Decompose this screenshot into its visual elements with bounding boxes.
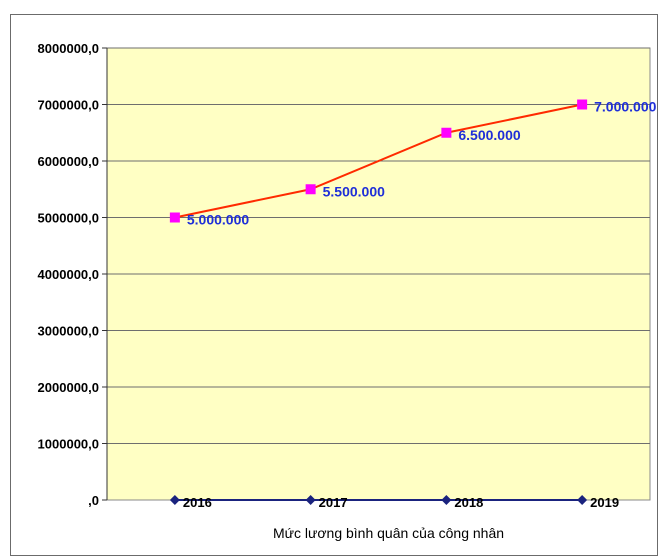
y-tick-labels: ,0 1000000,0 2000000,0 3000000,0 4000000,0 50… (38, 41, 107, 508)
y-tick-label: 3000000,0 (38, 324, 99, 339)
y-tick-label: ,0 (88, 493, 99, 508)
y-tick-label: 1000000,0 (38, 437, 99, 452)
y-tick-label: 8000000,0 (38, 41, 99, 56)
series-2-point (441, 495, 452, 505)
y-tick-label: 4000000,0 (38, 267, 99, 282)
y-tick-label: 7000000,0 (38, 98, 99, 113)
gridlines (107, 47, 650, 444)
series-1-line (174, 103, 583, 219)
data-label: 5.000.000 (187, 212, 249, 228)
y-tick-label: 6000000,0 (38, 154, 99, 169)
series-1-point (305, 184, 316, 195)
data-label: 7.000.000 (594, 99, 656, 115)
x-tick-label: 2018 (454, 495, 483, 510)
series-1-point (169, 212, 180, 223)
data-label: 5.500.000 (323, 183, 385, 199)
x-tick-label: 2016 (183, 495, 212, 510)
y-tick-label: 2000000,0 (38, 380, 99, 395)
x-tick-label: 2019 (590, 495, 619, 510)
series-2-point (305, 495, 316, 505)
data-label: 6.500.000 (458, 127, 520, 143)
x-axis-label: Mức lương bình quân của công nhân (273, 525, 504, 541)
series-layer: 5.000.000 5.500.000 6.500.000 7.000.000 (169, 99, 657, 505)
series-2-point (577, 495, 588, 505)
x-tick-label: 2017 (319, 495, 348, 510)
y-tick-label: 5000000,0 (38, 211, 99, 226)
series-1-point (441, 127, 452, 138)
x-tick-labels: 2016 2017 2018 2019 (183, 495, 619, 510)
series-2-point (169, 495, 180, 505)
series-1-point (577, 99, 588, 110)
